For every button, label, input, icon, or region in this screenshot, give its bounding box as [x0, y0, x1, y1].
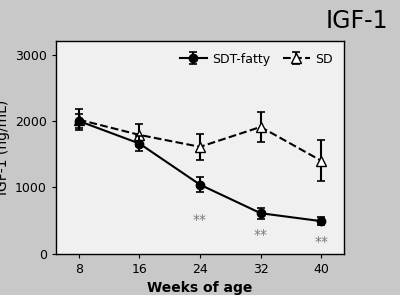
Text: IGF-1: IGF-1 — [326, 9, 388, 33]
Text: **: ** — [254, 228, 268, 242]
Y-axis label: IGF-1 (ng/mL): IGF-1 (ng/mL) — [0, 100, 10, 195]
X-axis label: Weeks of age: Weeks of age — [147, 281, 253, 295]
Legend: SDT-fatty, SD: SDT-fatty, SD — [174, 47, 338, 71]
Text: **: ** — [193, 212, 207, 227]
Text: **: ** — [314, 235, 328, 249]
